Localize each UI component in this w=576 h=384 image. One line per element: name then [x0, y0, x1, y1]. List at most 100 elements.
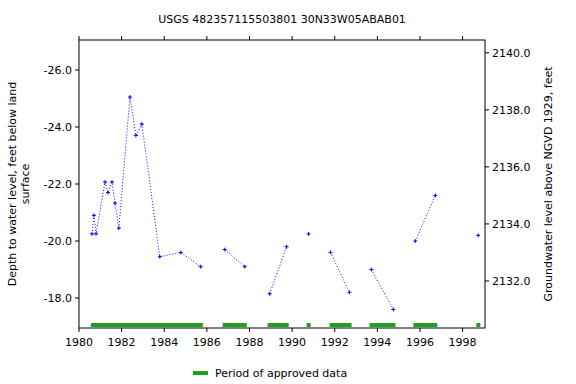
x-tick — [334, 36, 335, 40]
y-tick-label: -26.0 — [44, 64, 72, 77]
plot-area — [90, 95, 480, 327]
x-tick — [249, 36, 250, 40]
y2-label: Groundwater level above NGVD 1929, feet — [542, 66, 555, 302]
series-line — [92, 97, 201, 267]
point — [140, 122, 144, 126]
x-tick-label: 1994 — [363, 336, 391, 349]
title: USGS 482357115503801 30N33W05ABAB01 — [158, 13, 406, 26]
x-tick — [121, 36, 122, 40]
x-tick — [249, 328, 250, 332]
approved-period — [307, 323, 311, 327]
approved-period — [330, 323, 352, 327]
y-tick — [75, 69, 79, 70]
x-tick — [292, 328, 293, 332]
point — [92, 213, 96, 217]
point — [391, 307, 395, 311]
y2-tick-label: 2134.0 — [492, 218, 531, 231]
series-line — [330, 252, 349, 292]
point — [158, 255, 162, 259]
point — [128, 95, 132, 99]
x-tick-label: 1992 — [321, 336, 349, 349]
point — [103, 180, 107, 184]
point — [433, 193, 437, 197]
point — [113, 201, 117, 205]
legend-swatch — [193, 371, 208, 375]
y2-tick-label: 2136.0 — [492, 161, 531, 174]
y2-tick-label: 2132.0 — [492, 275, 531, 288]
point — [328, 250, 332, 254]
x-tick — [419, 328, 420, 332]
point — [199, 265, 203, 269]
y2-tick — [485, 109, 489, 110]
approved-period — [91, 323, 203, 327]
y-tick-label: -22.0 — [44, 178, 72, 191]
series-line — [270, 247, 287, 294]
series-line — [371, 270, 393, 310]
series-line — [225, 250, 245, 267]
y2-tick-label: 2140.0 — [492, 47, 531, 60]
point — [369, 268, 373, 272]
y-tick — [75, 126, 79, 127]
y2-tick — [485, 52, 489, 53]
approved-period — [369, 323, 395, 327]
x-tick — [164, 36, 165, 40]
y2-tick — [485, 280, 489, 281]
point — [94, 232, 98, 236]
y-tick-label: -24.0 — [44, 121, 72, 134]
approved-period — [413, 323, 437, 327]
point — [347, 290, 351, 294]
approved-period — [268, 323, 289, 327]
x-tick-label: 1982 — [108, 336, 136, 349]
x-tick — [121, 328, 122, 332]
y-label-line: surface — [19, 163, 32, 204]
point — [110, 180, 114, 184]
x-tick — [206, 328, 207, 332]
x-tick — [206, 36, 207, 40]
x-tick-label: 1984 — [150, 336, 178, 349]
x-tick — [462, 36, 463, 40]
x-tick-label: 1986 — [193, 336, 221, 349]
x-tick-label: 1988 — [235, 336, 263, 349]
x-tick-label: 1990 — [278, 336, 306, 349]
frame — [79, 40, 485, 328]
point — [90, 232, 94, 236]
y-tick — [75, 241, 79, 242]
chart: USGS 482357115503801 30N33W05ABAB01 1980 1… — [0, 0, 576, 384]
y-label-line: Depth to water level, feet below land — [6, 82, 19, 287]
point — [268, 292, 272, 296]
y2-tick-label: 2138.0 — [492, 104, 531, 117]
point — [134, 134, 138, 138]
x-tick — [79, 36, 80, 40]
legend-label: Period of approved data — [215, 367, 347, 380]
x-tick — [377, 36, 378, 40]
x-tick-label: 1998 — [449, 336, 477, 349]
x-tick — [377, 328, 378, 332]
y2-tick — [485, 166, 489, 167]
point — [413, 239, 417, 243]
x-tick — [164, 328, 165, 332]
point — [179, 250, 183, 254]
y-tick — [75, 184, 79, 185]
y-label: Depth to water level, feet below landsur… — [6, 82, 32, 287]
point — [476, 233, 480, 237]
y-tick-label: -18.0 — [44, 292, 72, 305]
point — [307, 232, 311, 236]
point — [117, 226, 121, 230]
point — [285, 245, 289, 249]
point — [243, 265, 247, 269]
y-tick — [75, 298, 79, 299]
series-line — [415, 195, 435, 241]
y-tick-label: -20.0 — [44, 235, 72, 248]
point — [223, 248, 227, 252]
x-tick — [334, 328, 335, 332]
y2-tick — [485, 223, 489, 224]
point — [106, 191, 110, 195]
x-tick-label: 1980 — [65, 336, 93, 349]
x-tick — [292, 36, 293, 40]
x-tick — [462, 328, 463, 332]
approved-period — [476, 323, 480, 327]
x-tick-label: 1996 — [406, 336, 434, 349]
x-tick — [419, 36, 420, 40]
approved-period — [223, 323, 247, 327]
x-tick — [79, 328, 80, 332]
